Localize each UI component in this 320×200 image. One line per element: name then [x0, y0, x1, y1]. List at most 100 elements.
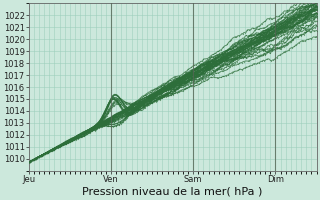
Point [85, 129, 91, 133]
Point [137, 106, 142, 109]
Point [91, 126, 96, 129]
Point [59, 143, 64, 147]
Point [122, 100, 127, 104]
Point [87, 128, 92, 131]
Point [29, 159, 34, 162]
Point [58, 144, 63, 147]
Point [210, 64, 215, 67]
Point [54, 146, 59, 149]
Point [244, 43, 249, 46]
Point [157, 92, 162, 95]
Point [110, 123, 115, 126]
Point [299, 7, 304, 10]
Point [194, 72, 199, 75]
Point [89, 127, 94, 130]
Point [278, 24, 283, 27]
Point [137, 103, 142, 106]
Point [235, 49, 240, 52]
Point [158, 90, 163, 93]
Point [266, 38, 271, 41]
Point [240, 56, 245, 59]
Point [202, 75, 207, 78]
Point [60, 143, 65, 146]
Point [139, 100, 144, 103]
Point [26, 161, 31, 164]
Point [287, 18, 292, 21]
Point [55, 145, 60, 148]
Point [87, 129, 92, 132]
Point [28, 160, 33, 163]
Point [252, 34, 257, 37]
Point [91, 129, 96, 132]
Point [220, 58, 226, 61]
Point [213, 60, 218, 63]
Point [310, 3, 316, 6]
Point [115, 115, 120, 118]
Point [188, 79, 193, 82]
Point [72, 136, 77, 139]
Point [304, 0, 309, 4]
Point [146, 101, 151, 104]
Point [193, 63, 198, 67]
Point [300, 39, 305, 42]
Point [275, 25, 280, 28]
Point [228, 59, 234, 62]
Point [180, 90, 186, 93]
Point [67, 139, 72, 142]
Point [260, 27, 265, 30]
Point [241, 50, 246, 53]
Point [169, 83, 174, 86]
Point [132, 101, 138, 105]
Point [28, 160, 33, 163]
Point [69, 140, 74, 143]
Point [190, 73, 195, 76]
Point [61, 143, 67, 146]
Point [287, 26, 292, 29]
Point [208, 66, 213, 70]
Point [263, 35, 268, 38]
Point [180, 79, 186, 82]
Point [284, 20, 289, 23]
Point [50, 148, 55, 151]
Point [149, 94, 154, 97]
Point [104, 109, 109, 113]
Point [127, 103, 132, 106]
Point [113, 114, 118, 117]
Point [305, 3, 310, 7]
Point [59, 144, 64, 147]
Point [249, 37, 254, 40]
Point [131, 105, 136, 108]
Point [130, 109, 135, 112]
Point [300, 19, 305, 22]
Point [154, 94, 159, 97]
Point [310, 14, 315, 18]
Point [150, 93, 156, 97]
Point [144, 98, 149, 101]
Point [300, 20, 305, 23]
Point [67, 140, 72, 144]
Point [299, 33, 304, 36]
Point [168, 86, 173, 90]
Point [232, 51, 237, 54]
Point [268, 36, 274, 39]
Point [148, 99, 153, 102]
Point [220, 58, 225, 61]
Point [181, 81, 186, 84]
Point [163, 89, 168, 92]
Point [171, 82, 176, 85]
Point [279, 22, 284, 25]
Point [91, 126, 96, 129]
Point [220, 57, 225, 60]
Point [270, 32, 276, 36]
Point [161, 88, 166, 91]
Point [54, 146, 60, 149]
Point [161, 88, 166, 91]
Point [287, 18, 292, 21]
Point [203, 69, 208, 72]
Point [104, 120, 109, 124]
Point [279, 22, 284, 26]
Point [213, 70, 218, 73]
Point [270, 35, 276, 38]
Point [202, 69, 207, 72]
Point [145, 97, 150, 100]
